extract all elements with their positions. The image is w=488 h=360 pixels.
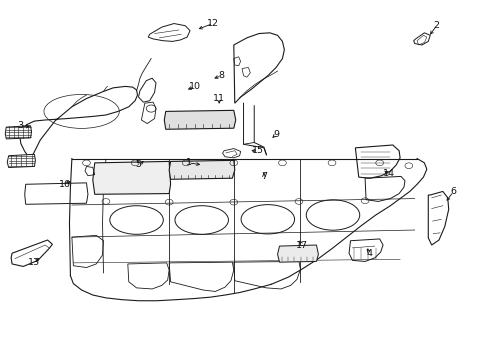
Text: 17: 17 xyxy=(295,240,307,249)
Text: 4: 4 xyxy=(366,249,372,258)
Text: 13: 13 xyxy=(28,258,41,267)
Polygon shape xyxy=(7,154,35,167)
Text: 5: 5 xyxy=(135,161,141,170)
Text: 11: 11 xyxy=(213,94,225,103)
Text: 7: 7 xyxy=(261,172,266,181)
Polygon shape xyxy=(164,111,235,129)
Text: 2: 2 xyxy=(433,21,439,30)
Text: 3: 3 xyxy=(17,121,23,130)
Text: 16: 16 xyxy=(59,180,70,189)
Text: 1: 1 xyxy=(185,158,191,167)
Text: 8: 8 xyxy=(218,71,224,80)
Polygon shape xyxy=(93,161,170,194)
Polygon shape xyxy=(277,245,318,262)
Polygon shape xyxy=(5,126,31,139)
Polygon shape xyxy=(169,160,234,179)
Text: 14: 14 xyxy=(383,169,395,178)
Text: 15: 15 xyxy=(252,146,264,155)
Text: 10: 10 xyxy=(188,82,201,91)
Text: 6: 6 xyxy=(449,187,456,196)
Text: 12: 12 xyxy=(206,19,219,28)
Text: 9: 9 xyxy=(272,130,279,139)
